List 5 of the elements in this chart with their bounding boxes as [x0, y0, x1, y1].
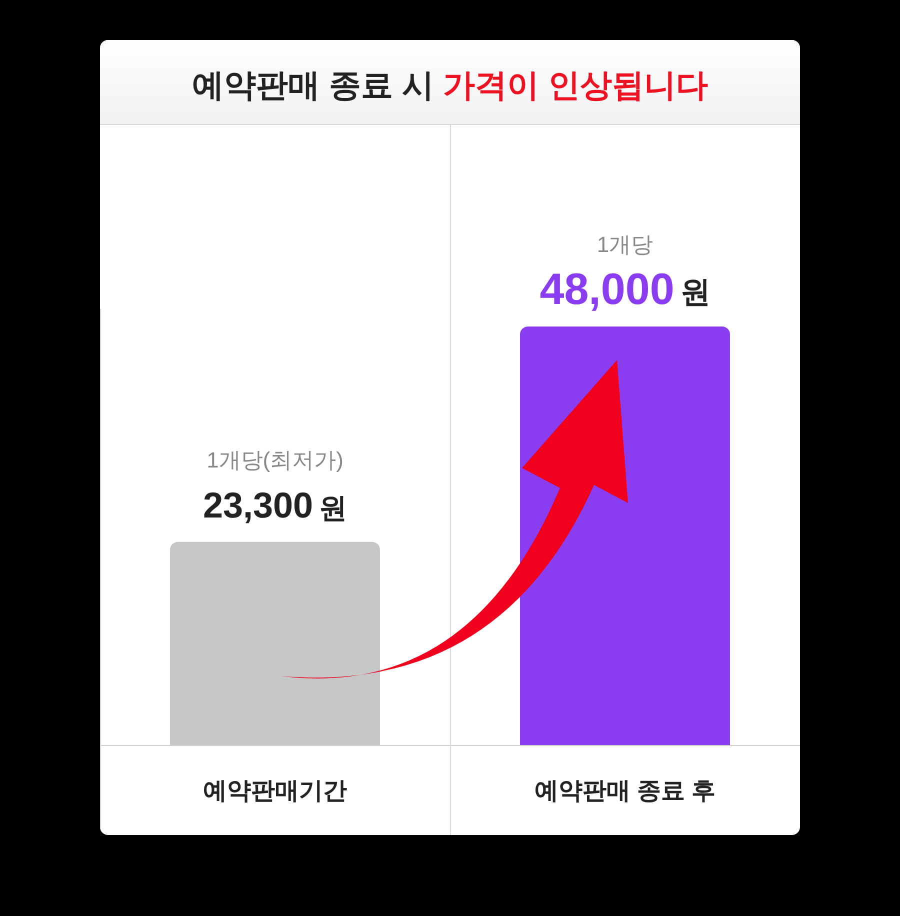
annotation: 1개당(최저가) — [206, 447, 344, 472]
x-tick-label: 예약판매기간 — [203, 778, 347, 804]
x-tick-label: 예약판매 종료 후 — [534, 778, 716, 804]
text: 1개당 — [596, 232, 654, 257]
chart-title: 예약판매 종료 시 가격이 인상됩니다 — [192, 67, 708, 103]
